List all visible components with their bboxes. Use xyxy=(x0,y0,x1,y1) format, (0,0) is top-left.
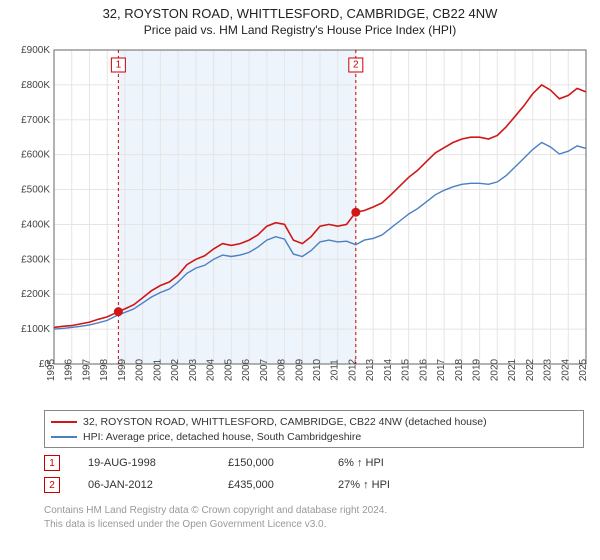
sale-delta-1: 6% ↑ HPI xyxy=(338,457,448,469)
svg-text:2022: 2022 xyxy=(525,358,536,381)
sale-marker-1: 1 xyxy=(44,455,60,471)
svg-text:2016: 2016 xyxy=(418,358,429,381)
svg-text:2013: 2013 xyxy=(365,358,376,381)
svg-text:2025: 2025 xyxy=(578,358,589,381)
svg-text:2017: 2017 xyxy=(436,358,447,381)
sales-table: 1 19-AUG-1998 £150,000 6% ↑ HPI 2 06-JAN… xyxy=(44,452,448,496)
title-address: 32, ROYSTON ROAD, WHITTLESFORD, CAMBRIDG… xyxy=(0,6,600,21)
svg-text:2000: 2000 xyxy=(135,358,146,381)
svg-text:2015: 2015 xyxy=(401,358,412,381)
sale-price-2: £435,000 xyxy=(228,479,338,491)
svg-text:£200K: £200K xyxy=(21,289,50,300)
sale-date-2: 06-JAN-2012 xyxy=(88,479,228,491)
svg-text:2006: 2006 xyxy=(241,358,252,381)
title-block: 32, ROYSTON ROAD, WHITTLESFORD, CAMBRIDG… xyxy=(0,0,600,39)
svg-text:2005: 2005 xyxy=(223,358,234,381)
svg-text:2010: 2010 xyxy=(312,358,323,381)
svg-text:1996: 1996 xyxy=(64,358,75,381)
svg-text:2023: 2023 xyxy=(543,358,554,381)
svg-text:2012: 2012 xyxy=(347,358,358,381)
sale-date-1: 19-AUG-1998 xyxy=(88,457,228,469)
legend-swatch-hpi xyxy=(51,436,77,438)
legend-label-property: 32, ROYSTON ROAD, WHITTLESFORD, CAMBRIDG… xyxy=(83,416,487,428)
sale-delta-2: 27% ↑ HPI xyxy=(338,479,448,491)
chart-svg: £0£100K£200K£300K£400K£500K£600K£700K£80… xyxy=(8,44,592,404)
svg-text:1999: 1999 xyxy=(117,358,128,381)
svg-text:2: 2 xyxy=(353,60,359,71)
svg-text:2018: 2018 xyxy=(454,358,465,381)
svg-text:2019: 2019 xyxy=(472,358,483,381)
svg-text:2008: 2008 xyxy=(277,358,288,381)
legend-item-hpi: HPI: Average price, detached house, Sout… xyxy=(51,429,577,444)
legend-label-hpi: HPI: Average price, detached house, Sout… xyxy=(83,431,361,443)
svg-text:1995: 1995 xyxy=(46,358,57,381)
svg-text:£700K: £700K xyxy=(21,115,50,126)
sale-row-1: 1 19-AUG-1998 £150,000 6% ↑ HPI xyxy=(44,452,448,474)
svg-text:2021: 2021 xyxy=(507,358,518,381)
svg-text:1997: 1997 xyxy=(81,358,92,381)
chart-area: £0£100K£200K£300K£400K£500K£600K£700K£80… xyxy=(8,44,592,404)
svg-text:£800K: £800K xyxy=(21,80,50,91)
svg-text:2002: 2002 xyxy=(170,358,181,381)
svg-text:£500K: £500K xyxy=(21,185,50,196)
legend-swatch-property xyxy=(51,421,77,423)
svg-text:2024: 2024 xyxy=(560,358,571,381)
svg-text:2020: 2020 xyxy=(489,358,500,381)
svg-text:£900K: £900K xyxy=(21,45,50,56)
svg-text:£600K: £600K xyxy=(21,150,50,161)
svg-text:2014: 2014 xyxy=(383,358,394,381)
sale-marker-2: 2 xyxy=(44,477,60,493)
legend: 32, ROYSTON ROAD, WHITTLESFORD, CAMBRIDG… xyxy=(44,410,584,448)
svg-text:2001: 2001 xyxy=(152,358,163,381)
svg-text:£300K: £300K xyxy=(21,254,50,265)
svg-text:2011: 2011 xyxy=(330,359,341,381)
svg-text:2007: 2007 xyxy=(259,358,270,381)
legend-item-property: 32, ROYSTON ROAD, WHITTLESFORD, CAMBRIDG… xyxy=(51,414,577,429)
svg-text:2004: 2004 xyxy=(206,358,217,381)
svg-text:1998: 1998 xyxy=(99,358,110,381)
svg-text:£100K: £100K xyxy=(21,324,50,335)
chart-container: 32, ROYSTON ROAD, WHITTLESFORD, CAMBRIDG… xyxy=(0,0,600,560)
title-subtitle: Price paid vs. HM Land Registry's House … xyxy=(0,23,600,37)
svg-text:1: 1 xyxy=(116,60,122,71)
footer-line1: Contains HM Land Registry data © Crown c… xyxy=(44,504,590,518)
svg-text:2003: 2003 xyxy=(188,358,199,381)
svg-text:£400K: £400K xyxy=(21,219,50,230)
footer: Contains HM Land Registry data © Crown c… xyxy=(44,504,590,531)
sale-price-1: £150,000 xyxy=(228,457,338,469)
svg-text:2009: 2009 xyxy=(294,358,305,381)
sale-row-2: 2 06-JAN-2012 £435,000 27% ↑ HPI xyxy=(44,474,448,496)
footer-line2: This data is licensed under the Open Gov… xyxy=(44,518,590,532)
